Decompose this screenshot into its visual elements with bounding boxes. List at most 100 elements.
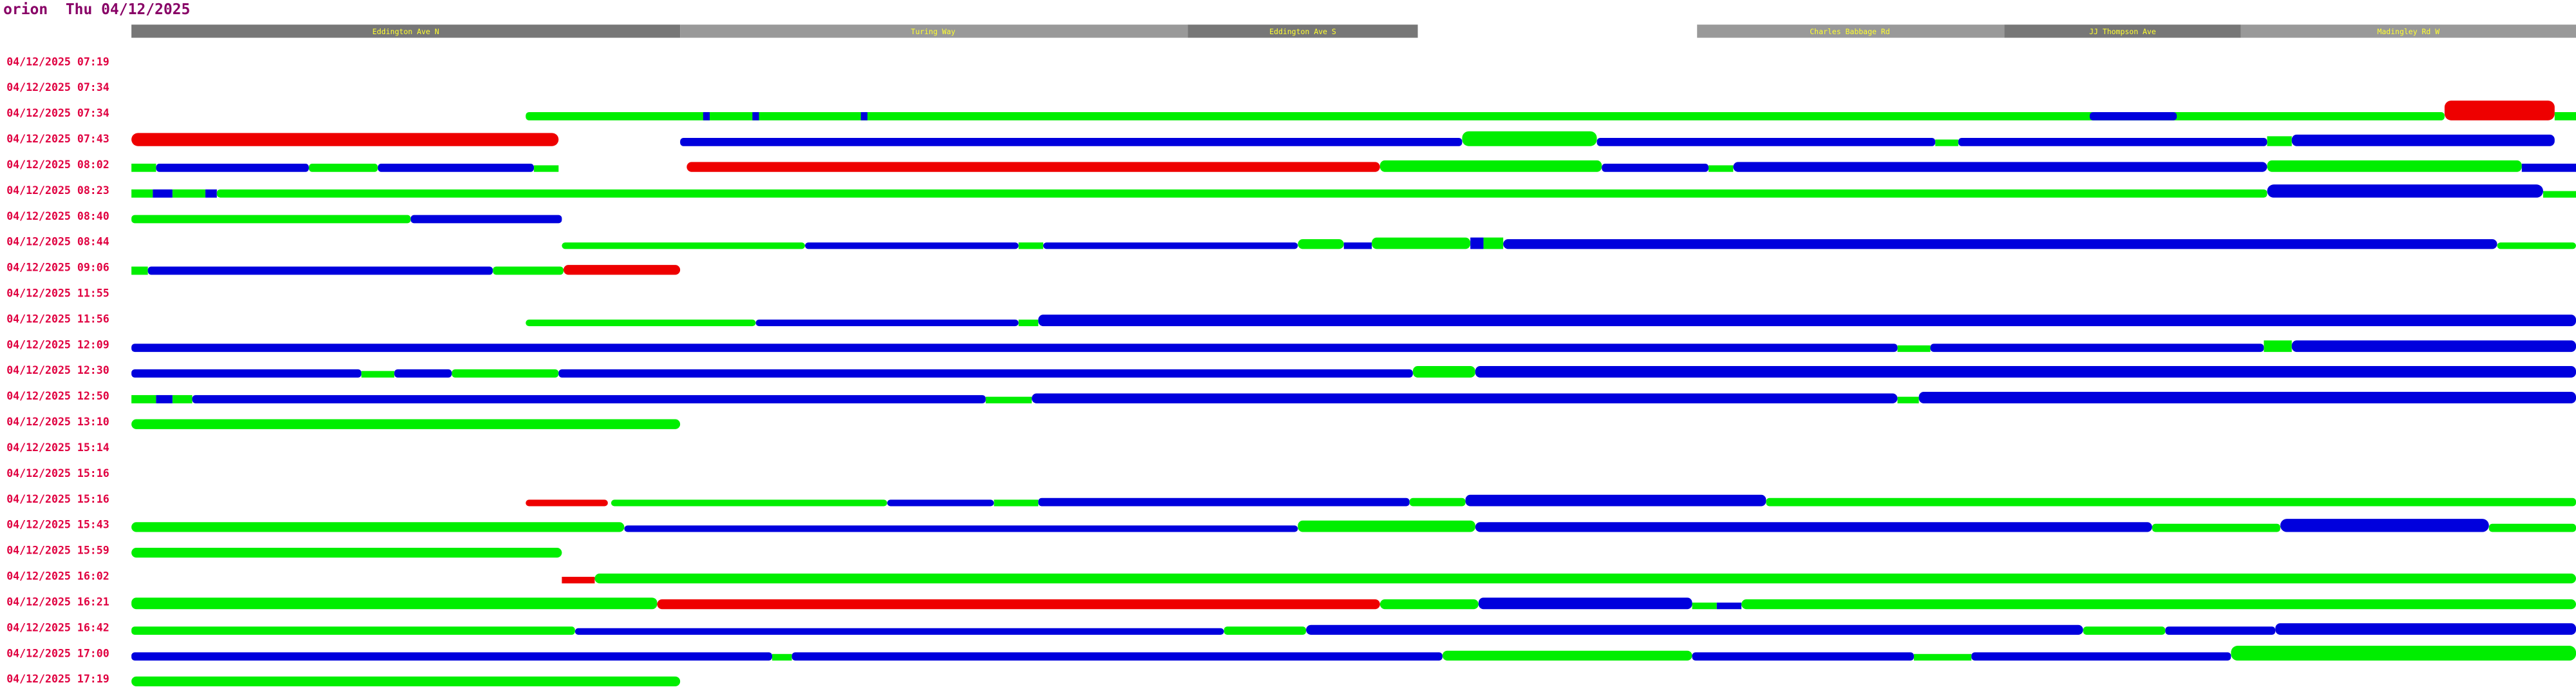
strip (534, 165, 559, 172)
row-labels: 04/12/2025 07:19 04/12/2025 07:34 04/12/20… (6, 55, 109, 685)
strip (1379, 160, 1602, 172)
strip (1018, 242, 1043, 249)
strip (2267, 160, 2522, 172)
row-timestamp: 04/12/2025 15:16 (6, 493, 109, 505)
strip (1958, 137, 2268, 146)
strip (772, 653, 792, 661)
road-label: Madingley Rd W (2377, 27, 2439, 36)
row-timestamp: 04/12/2025 07:19 (6, 55, 109, 68)
strip (657, 599, 1380, 610)
strip (1038, 314, 2576, 327)
strip (562, 242, 805, 249)
strip (2521, 163, 2576, 172)
strip (624, 525, 1298, 532)
strip (131, 163, 156, 172)
road-segment (131, 24, 681, 38)
trip-row (131, 519, 2576, 532)
strip (1918, 392, 2576, 403)
strip (410, 215, 562, 224)
strip (791, 652, 1443, 661)
row-timestamp: 04/12/2025 08:23 (6, 184, 109, 197)
strip (1372, 237, 1471, 249)
strip (1038, 498, 1410, 507)
trip-row (131, 676, 681, 686)
strip (526, 319, 756, 327)
strip (611, 499, 887, 507)
strip (860, 111, 867, 121)
strip (1930, 343, 2264, 353)
trip-row (131, 547, 562, 558)
strip (1897, 345, 1931, 353)
row-timestamp: 04/12/2025 17:19 (6, 673, 109, 685)
strip (131, 626, 575, 635)
strip (156, 395, 173, 403)
strip (1478, 597, 1692, 610)
strip (308, 163, 378, 172)
strip (131, 133, 559, 146)
row-timestamp: 04/12/2025 16:21 (6, 595, 109, 608)
strip (1716, 603, 1742, 610)
trip-row (562, 237, 2576, 249)
trip-row (131, 160, 2576, 172)
row-timestamp: 04/12/2025 12:09 (6, 338, 109, 351)
trip-row (131, 366, 2576, 378)
strip (1224, 626, 1307, 635)
strip (1032, 393, 1898, 403)
strip (2444, 101, 2555, 121)
strip (131, 652, 772, 661)
trip-row (131, 215, 562, 224)
strip (1298, 239, 1344, 249)
strip (2264, 340, 2292, 353)
trip-row (131, 131, 2555, 146)
row-timestamp: 04/12/2025 07:34 (6, 81, 109, 93)
strip (131, 395, 156, 403)
strip (1596, 137, 1936, 146)
strip (1018, 319, 1039, 327)
strip (594, 573, 2576, 584)
strip (153, 189, 173, 198)
strip (131, 419, 681, 429)
title: orion Thu 04/12/2025 (3, 1, 190, 18)
strip (526, 111, 2445, 121)
strip (147, 266, 493, 275)
strip (205, 189, 217, 198)
strip (805, 242, 1019, 249)
strip (574, 628, 1224, 635)
strip (1379, 599, 1479, 610)
strip (131, 215, 411, 224)
trip-row (131, 265, 681, 275)
row-timestamp: 04/12/2025 16:42 (6, 621, 109, 633)
strip (2280, 519, 2489, 532)
trip-row (131, 392, 2576, 403)
road-label: JJ Thompson Ave (2089, 27, 2156, 36)
strip (680, 137, 1463, 146)
strip (2231, 646, 2576, 661)
road-segment (1188, 24, 1418, 38)
road-bar: Eddington Ave N Turing Way Eddington Ave… (131, 24, 2576, 38)
strip (703, 111, 710, 121)
strip (752, 111, 759, 121)
strip (1913, 653, 1972, 661)
strip (1741, 599, 2576, 610)
strip (131, 343, 1898, 353)
trip-row (526, 494, 2576, 507)
strip (131, 597, 658, 610)
strip (2291, 340, 2576, 353)
row-timestamp: 04/12/2025 17:00 (6, 647, 109, 659)
strip (2543, 191, 2576, 198)
row-timestamp: 04/12/2025 15:59 (6, 545, 109, 557)
strip (2267, 184, 2543, 198)
row-timestamp: 04/12/2025 08:02 (6, 159, 109, 171)
trip-row (131, 340, 2576, 353)
strip (1462, 131, 1597, 146)
row-timestamp: 04/12/2025 16:02 (6, 570, 109, 583)
strip (755, 319, 1019, 327)
strip (131, 522, 625, 532)
strip (1935, 139, 1958, 146)
strip (1409, 498, 1466, 507)
row-timestamp: 04/12/2025 07:34 (6, 107, 109, 119)
strip (1412, 366, 1475, 378)
strip (1483, 237, 1504, 249)
row-timestamp: 04/12/2025 12:50 (6, 390, 109, 402)
